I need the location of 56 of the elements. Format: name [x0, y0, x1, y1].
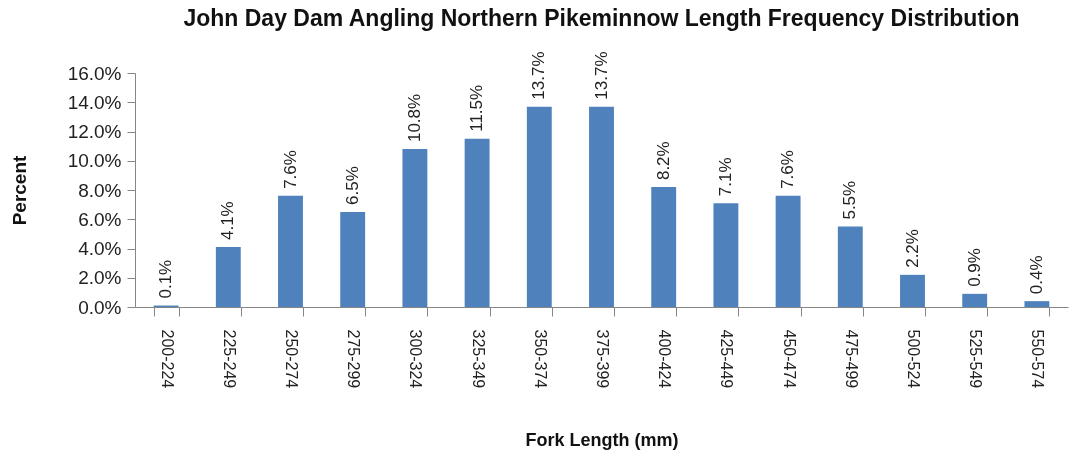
x-tick-label: 325-349	[469, 329, 487, 389]
bar	[1024, 301, 1050, 307]
bar	[775, 195, 801, 307]
bar	[215, 247, 241, 307]
data-label: 7.6%	[778, 150, 798, 189]
x-tick-label: 500-524	[905, 329, 922, 389]
bar	[713, 203, 739, 307]
x-tick-label: 225-249	[220, 329, 238, 389]
data-label: 7.6%	[280, 150, 300, 189]
bar	[402, 149, 428, 307]
bar	[526, 106, 552, 307]
y-tick-label: 6.0%	[78, 208, 122, 230]
bar	[900, 274, 925, 307]
data-label: 13.7%	[591, 51, 611, 100]
x-tick-label: 300-324	[407, 329, 425, 389]
data-label: 5.5%	[840, 180, 860, 220]
x-tick-label: 475-499	[842, 329, 860, 389]
x-tick-label: 375-399	[594, 329, 611, 389]
x-tick-label: 200-224	[158, 329, 176, 389]
x-tick-label: 250-274	[283, 329, 300, 389]
data-label: 8.2%	[653, 141, 673, 181]
bar	[340, 211, 366, 307]
x-tick-label: 350-374	[531, 329, 549, 389]
y-tick-label: 12.0%	[67, 121, 122, 142]
data-label: 0.9%	[964, 248, 984, 287]
y-tick-label: 0.0%	[78, 296, 122, 318]
x-tick-label: 425-449	[718, 329, 736, 389]
bar	[962, 293, 988, 307]
data-label: 0.4%	[1026, 255, 1046, 295]
x-tick-label: 550-574	[1029, 329, 1047, 389]
y-tick-label: 16.0%	[67, 62, 122, 84]
data-label: 4.1%	[218, 201, 238, 241]
y-axis-title: Percent	[8, 154, 30, 226]
data-label: 7.1%	[715, 157, 735, 197]
bar	[651, 187, 677, 307]
x-axis-title: Fork Length (mm)	[525, 429, 679, 450]
y-tick-label: 14.0%	[67, 91, 122, 113]
data-label: 2.2%	[902, 229, 922, 268]
y-tick-label: 4.0%	[78, 238, 122, 259]
bar	[278, 195, 303, 307]
data-label: 10.8%	[404, 93, 424, 143]
data-label: 0.1%	[156, 259, 176, 299]
x-tick-label: 525-549	[967, 329, 985, 389]
x-tick-label: 400-424	[656, 329, 674, 389]
chart-title: John Day Dam Angling Northern Pikeminnow Length Frequency Distribution	[183, 5, 1020, 32]
y-tick-label: 8.0%	[78, 179, 122, 201]
bar	[589, 106, 614, 307]
y-tick-label: 2.0%	[78, 267, 122, 289]
bar	[837, 226, 863, 307]
x-tick-label: 450-474	[780, 329, 798, 389]
data-label: 13.7%	[529, 51, 549, 100]
bar	[464, 138, 490, 307]
data-label: 11.5%	[467, 84, 487, 132]
y-tick-label: 10.0%	[67, 150, 122, 172]
x-tick-label: 275-299	[345, 329, 363, 389]
data-label: 6.5%	[342, 166, 362, 205]
